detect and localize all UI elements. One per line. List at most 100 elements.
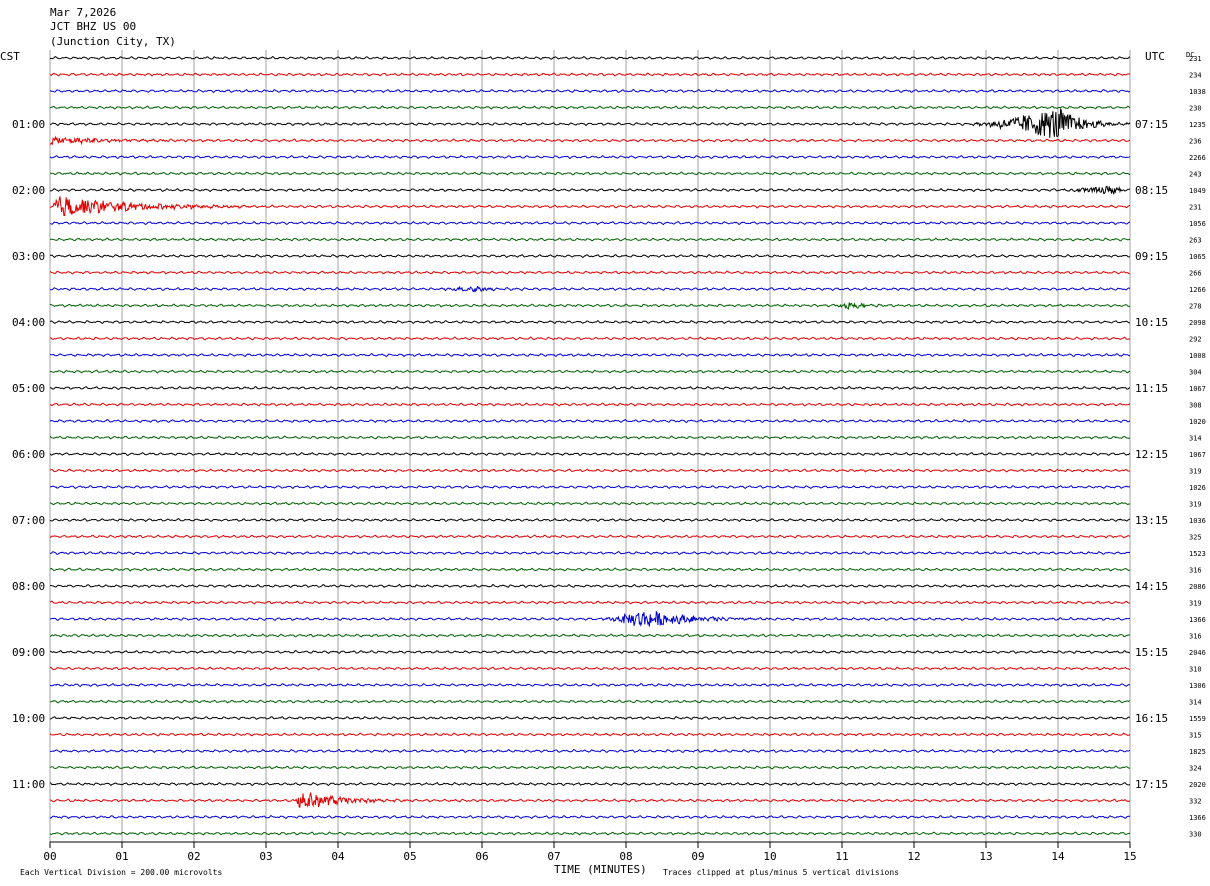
left-hour-label: 09:00 <box>12 646 45 659</box>
left-hour-label: 06:00 <box>12 448 45 461</box>
trace-line <box>49 791 1131 808</box>
dc-offset-label: 316 <box>1189 567 1202 575</box>
trace-line <box>50 501 1131 506</box>
dc-offset-label: 1523 <box>1189 550 1206 558</box>
scale-note: Each Vertical Division = 200.00 microvol… <box>20 868 222 877</box>
dc-offset-label: 1366 <box>1189 814 1206 822</box>
x-tick-label: 05 <box>403 850 416 863</box>
dc-offset-label: 1067 <box>1189 385 1206 393</box>
dc-offset-label: 2046 <box>1189 649 1206 657</box>
left-hour-label: 01:00 <box>12 118 45 131</box>
trace-line <box>49 666 1131 671</box>
dc-offset-label: 1020 <box>1189 418 1206 426</box>
x-tick-label: 14 <box>1051 850 1065 863</box>
trace-line <box>49 814 1131 820</box>
dc-offset-label: 319 <box>1189 501 1202 509</box>
dc-offset-label: 1266 <box>1189 286 1206 294</box>
trace-line <box>49 765 1131 770</box>
right-hour-label: 16:15 <box>1135 712 1168 725</box>
dc-offset-label: 319 <box>1189 600 1202 608</box>
trace-line <box>49 418 1131 423</box>
right-hour-label: 10:15 <box>1135 316 1168 329</box>
right-hour-label: 11:15 <box>1135 382 1168 395</box>
dc-offset-label: 324 <box>1189 765 1202 773</box>
dc-offset-label: 1366 <box>1189 616 1206 624</box>
right-hour-label: 08:15 <box>1135 184 1168 197</box>
dc-offset-label: 266 <box>1189 270 1202 278</box>
x-axis-ticks: 00 01 02 03 04 05 06 07 08 09 10 11 12 13 14 15 <box>43 841 1137 863</box>
x-tick-label: 03 <box>259 850 272 863</box>
trace-line <box>49 56 1131 61</box>
trace-line <box>49 781 1131 787</box>
left-hour-label: 08:00 <box>12 580 45 593</box>
trace-line <box>50 402 1131 407</box>
dc-offset-label: 278 <box>1189 303 1202 311</box>
left-hour-labels: 01:00 02:00 03:00 04:00 05:00 06:00 07:00 08:00… <box>12 118 45 791</box>
dc-offset-label: 1067 <box>1189 451 1206 459</box>
trace-line <box>49 600 1130 605</box>
x-tick-label: 02 <box>187 850 200 863</box>
trace-line <box>49 352 1130 358</box>
trace-line <box>49 435 1131 440</box>
x-tick-label: 09 <box>691 850 704 863</box>
right-hour-label: 13:15 <box>1135 514 1168 527</box>
trace-line <box>49 567 1131 572</box>
dc-offset-label: 2086 <box>1189 583 1206 591</box>
dc-offset-label: 1306 <box>1189 682 1206 690</box>
trace-line <box>49 468 1131 473</box>
dc-offset-label: 1008 <box>1189 352 1206 360</box>
trace-line <box>49 748 1131 754</box>
dc-offset-label: 2266 <box>1189 154 1206 162</box>
dc-offset-label: 1825 <box>1189 748 1206 756</box>
trace-line <box>49 385 1131 391</box>
dc-offset-label: 325 <box>1189 534 1202 542</box>
trace-line <box>49 270 1131 275</box>
x-tick-label: 07 <box>547 850 560 863</box>
dc-offset-label: 263 <box>1189 237 1202 245</box>
trace-line <box>49 196 1131 216</box>
trace-line <box>49 301 1131 310</box>
dc-offset-label: 231 <box>1189 55 1202 63</box>
x-tick-label: 08 <box>619 850 632 863</box>
left-hour-label: 03:00 <box>12 250 45 263</box>
trace-line <box>50 682 1131 688</box>
dc-offset-label: 230 <box>1189 105 1202 113</box>
left-hour-label: 05:00 <box>12 382 45 395</box>
right-hour-labels: 07:15 08:15 09:15 10:15 11:15 12:15 13:15 14:15… <box>1135 118 1168 791</box>
dc-offset-label: 231 <box>1189 204 1202 212</box>
trace-line <box>49 336 1131 341</box>
trace-line <box>49 369 1131 374</box>
dc-offset-label: 304 <box>1189 369 1202 377</box>
trace-line <box>49 135 1131 146</box>
minute-gridlines <box>49 50 1131 842</box>
trace-line <box>49 699 1131 704</box>
right-hour-label: 17:15 <box>1135 778 1168 791</box>
header-location: (Junction City, TX) <box>50 35 176 48</box>
dc-offset-label: 236 <box>1189 138 1202 146</box>
dc-offset-labels: 231 234 1038 230 1235 236 2266 243 1049 231 1056 26… <box>1189 55 1206 839</box>
left-hour-label: 10:00 <box>12 712 45 725</box>
right-hour-label: 15:15 <box>1135 646 1168 659</box>
x-tick-label: 00 <box>43 850 56 863</box>
dc-offset-label: 2098 <box>1189 319 1206 327</box>
header-station: JCT BHZ US 00 <box>50 20 136 33</box>
right-timezone-label: UTC <box>1145 50 1165 63</box>
left-timezone-label: CST <box>0 50 20 63</box>
trace-line <box>49 831 1131 836</box>
dc-offset-label: 1038 <box>1189 88 1206 96</box>
trace-line <box>49 154 1131 160</box>
dc-offset-label: 310 <box>1189 666 1202 674</box>
clip-note: Traces clipped at plus/minus 5 vertical … <box>663 868 899 877</box>
seismic-traces <box>49 56 1131 836</box>
dc-offset-label: 243 <box>1189 171 1202 179</box>
x-tick-label: 13 <box>979 850 992 863</box>
dc-offset-label: 234 <box>1189 72 1202 80</box>
right-hour-label: 09:15 <box>1135 250 1168 263</box>
dc-offset-label: 330 <box>1189 831 1202 839</box>
trace-line <box>49 319 1130 325</box>
dc-offset-label: 1065 <box>1189 253 1206 261</box>
trace-line <box>49 72 1131 77</box>
trace-line <box>49 715 1131 721</box>
x-tick-label: 11 <box>835 850 848 863</box>
left-hour-label: 11:00 <box>12 778 45 791</box>
